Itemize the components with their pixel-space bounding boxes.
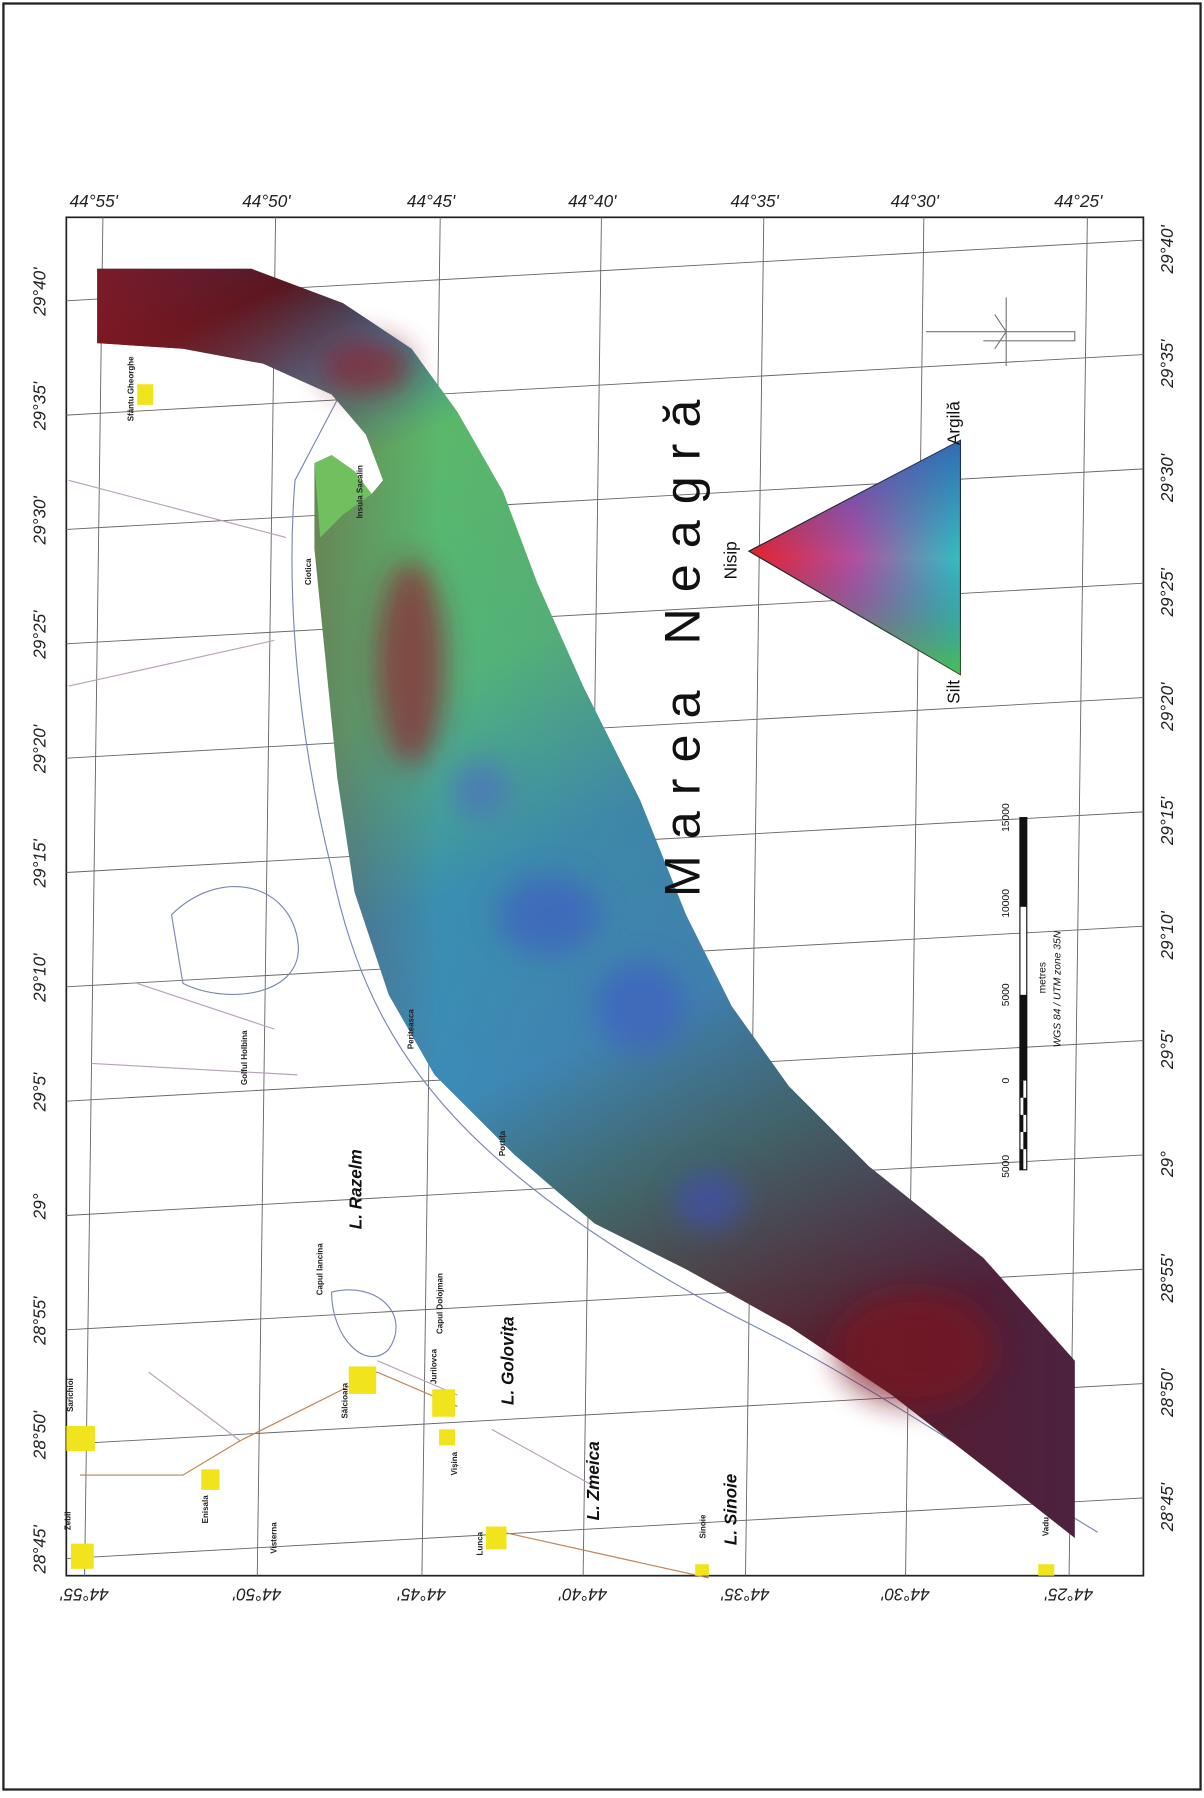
clay-patch [675, 1172, 744, 1229]
sand-patch [835, 1292, 995, 1406]
legend-sand: Nisip [720, 541, 740, 579]
longitude-label-left: 29°30' [30, 495, 50, 545]
scale-tick-label: 5000 [1001, 1155, 1012, 1178]
latitude-label-bottom: 44°30' [881, 1584, 930, 1604]
longitude-label-left: 29°25' [30, 610, 50, 660]
longitude-label-right: 29°10' [1157, 911, 1177, 961]
town [695, 1564, 709, 1575]
longitude-label-right: 28°55' [1157, 1254, 1177, 1304]
latitude-label-top: 44°25' [1054, 191, 1103, 211]
scale-tick-label: 15000 [1001, 803, 1012, 832]
place-label: Sălcioara [340, 1382, 349, 1418]
latitude-label-bottom: 44°50' [232, 1584, 281, 1604]
longitude-label-right: 29°15' [1157, 796, 1177, 846]
sand-patch [320, 337, 411, 394]
longitude-label-left: 28°55' [30, 1296, 50, 1346]
scale-bar [1020, 818, 1027, 1170]
latitude-label-top: 44°35' [731, 191, 780, 211]
place-label: Capul Dolojman [435, 1273, 444, 1334]
longitude-label-right: 29°25' [1157, 568, 1177, 618]
town [349, 1366, 376, 1393]
clay-patch [595, 961, 686, 1052]
lake-label: L. Sinoie [720, 1473, 740, 1545]
place-label: Enisala [201, 1495, 210, 1524]
scale-segment [1020, 1081, 1023, 1098]
place-label: Jurilovca [430, 1348, 439, 1384]
longitude-label-left: 29°5' [30, 1072, 50, 1112]
clay-patch [452, 760, 509, 817]
legend-clay: Argilă [943, 401, 963, 445]
place-label: Golful Holbina [240, 1030, 249, 1085]
scale-segment [1023, 1098, 1026, 1115]
longitude-label-right: 28°50' [1157, 1368, 1177, 1418]
body: 44°55' 44°55' 44°50' 44°50' 44°45' 44°45' 44°4… [0, 0, 1204, 1793]
scale-segment [1020, 818, 1027, 907]
place-label: Periteasca [407, 1009, 416, 1050]
place-label: Portița [498, 1130, 507, 1156]
place-label: Sinoie [698, 1514, 707, 1539]
town [432, 1389, 455, 1416]
place-label: Zebil [64, 1511, 73, 1530]
longitude-label-left: 29°40' [30, 267, 50, 317]
longitude-label-right: 29°5' [1157, 1030, 1177, 1070]
place-label: Lunca [475, 1531, 484, 1555]
place-label: Vișina [450, 1451, 459, 1475]
town [201, 1469, 219, 1490]
lake-label: L. Razelm [345, 1149, 365, 1229]
town [137, 384, 153, 405]
sand-patch [377, 560, 446, 766]
latitude-label-top: 44°30' [891, 191, 940, 211]
longitude-label-left: 29°10' [30, 953, 50, 1003]
longitude-label-left: 29°20' [30, 724, 50, 774]
place-label: Insula Sacalin [355, 465, 364, 518]
scale-projection: WGS 84 / UTM zone 35N [1052, 930, 1063, 1047]
town [71, 1544, 94, 1569]
scale-segment [1023, 1132, 1026, 1149]
sea-label: Marea Neagră [653, 384, 710, 898]
longitude-label-left: 28°50' [30, 1410, 50, 1460]
town [1038, 1564, 1054, 1575]
legend-silt: Silt [943, 680, 963, 704]
scale-segment [1020, 995, 1027, 1081]
place-label: Sarichioi [66, 1378, 75, 1412]
page: Map {"map": { "title": "Marea Neagră", "… [0, 0, 1204, 1793]
latitude-label-top: 44°45' [407, 191, 456, 211]
scale-tick-label: 5000 [1001, 983, 1012, 1006]
place-label: Capul Iancina [315, 1243, 324, 1296]
longitude-label-left: 29°35' [30, 381, 50, 431]
longitude-label-left: 29°15' [30, 838, 50, 888]
latitude-label-bottom: 44°45' [397, 1584, 446, 1604]
town [66, 1426, 95, 1451]
longitude-label-left: 28°45' [30, 1525, 50, 1575]
latitude-label-bottom: 44°35' [721, 1584, 770, 1604]
longitude-label-right: 29°40' [1157, 224, 1177, 274]
scale-tick-label: 10000 [1001, 889, 1012, 918]
place-label: Vadu [1041, 1517, 1050, 1536]
place-label: Visterna [270, 1522, 279, 1554]
scale-segment [1020, 1115, 1023, 1132]
longitude-label-left: 29° [30, 1193, 50, 1220]
scale-unit: metres [1037, 962, 1048, 993]
latitude-label-bottom: 44°40' [558, 1584, 607, 1604]
longitude-label-right: 29°20' [1157, 682, 1177, 732]
lake-label: L. Zmeica [583, 1441, 603, 1521]
clay-patch [497, 875, 600, 955]
latitude-label-top: 44°40' [568, 191, 617, 211]
town [486, 1527, 507, 1550]
latitude-label-bottom: 44°25' [1044, 1584, 1093, 1604]
place-label: Sfântu Gheorghe [127, 356, 136, 421]
latitude-label-top: 44°55' [70, 191, 119, 211]
town [439, 1429, 455, 1445]
latitude-label-top: 44°50' [242, 191, 291, 211]
scale-segment [1020, 1149, 1023, 1170]
longitude-label-right: 29°30' [1157, 453, 1177, 503]
longitude-label-right: 29°35' [1157, 339, 1177, 389]
longitude-label-right: 28°45' [1157, 1482, 1177, 1532]
lake-label: L. Golovița [497, 1316, 517, 1405]
map: 44°55' 44°55' 44°50' 44°50' 44°45' 44°45' 44°4… [0, 0, 1204, 1793]
latitude-label-bottom: 44°55' [60, 1584, 109, 1604]
longitude-label-right: 29° [1157, 1151, 1177, 1178]
scale-tick-label: 0 [1001, 1077, 1012, 1083]
place-label: Ciotica [304, 558, 313, 585]
